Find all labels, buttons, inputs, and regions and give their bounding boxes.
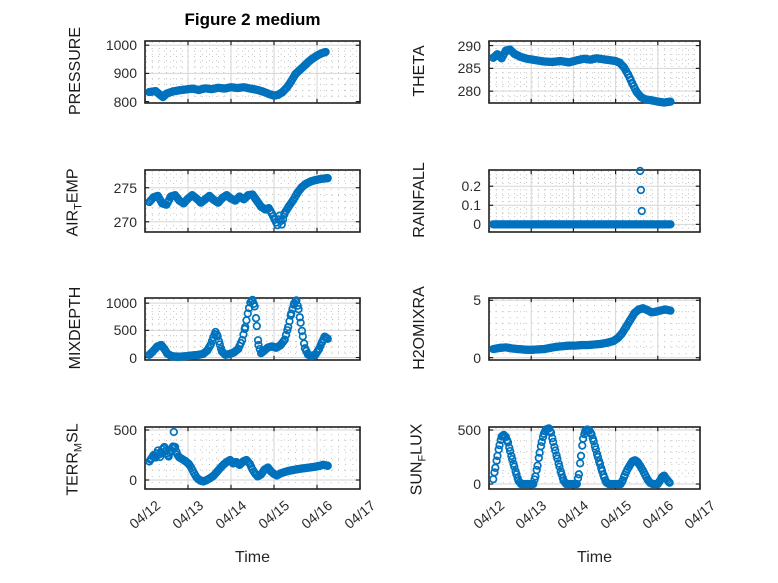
y-axis-label-subscript: F: [416, 454, 429, 462]
data-markers: [145, 295, 332, 361]
y-tick-label: 270: [113, 213, 137, 230]
data-markers: [489, 304, 675, 355]
axes-frame: [488, 297, 701, 361]
minor-grid: [146, 42, 359, 102]
data-markers: [145, 47, 330, 102]
y-tick-label: 1000: [105, 295, 137, 312]
x-axis-label: Time: [577, 549, 612, 566]
y-tick-label: 0: [129, 472, 137, 488]
axes-frame: [488, 40, 701, 104]
y-tick-label: 0: [473, 349, 481, 366]
y-axis-label-text: SUN: [408, 461, 426, 496]
minor-grid: [490, 171, 699, 231]
sun-flux-plot-area: [488, 424, 701, 490]
y-tick-label: 500: [457, 422, 481, 439]
y-tick-label: 500: [113, 322, 137, 339]
axes-frame: [144, 40, 361, 104]
air-temp-plot-area: [144, 169, 361, 233]
major-grid: [489, 41, 700, 103]
y-tick-label: 0.2: [461, 178, 481, 195]
major-grid: [489, 298, 700, 360]
major-grid: [145, 427, 360, 489]
y-tick-label: 275: [113, 179, 137, 196]
y-tick-label: 280: [457, 83, 481, 100]
x-axis-label: Time: [235, 549, 270, 566]
y-tick-label: 5: [473, 292, 481, 309]
y-tick-label: 800: [113, 93, 137, 110]
data-markers: [489, 45, 675, 107]
y-tick-label: 285: [457, 60, 481, 77]
y-tick-label: 290: [457, 37, 481, 54]
axes-frame: [488, 169, 701, 233]
y-axis-label-text: LUX: [408, 423, 426, 455]
y-tick-label: 0: [473, 476, 481, 493]
axes-frame: [144, 169, 361, 233]
rainfall-plot-area: [488, 166, 701, 233]
data-markers: [489, 166, 675, 229]
y-axis-label-sun-flux: SUNFLUX: [408, 380, 433, 540]
y-tick-label: 0: [129, 349, 137, 366]
y-tick-label: 0: [473, 216, 481, 233]
figure-title: Figure 2 medium: [184, 10, 321, 29]
axes-frame: [144, 426, 361, 490]
y-tick-label: 1000: [105, 37, 137, 54]
y-tick-label: 900: [113, 65, 137, 82]
y-tick-label: 500: [113, 422, 137, 438]
theta-plot-area: [488, 40, 701, 107]
pressure-plot-area: [144, 40, 361, 104]
h2omixra-plot-area: [488, 297, 701, 361]
data-markers: [145, 427, 332, 486]
terr-msl-plot-area: [144, 426, 361, 490]
data-markers: [145, 174, 332, 230]
y-tick-label: 0.1: [461, 197, 481, 214]
data-markers: [489, 424, 674, 489]
mixdepth-plot-area: [144, 295, 361, 361]
